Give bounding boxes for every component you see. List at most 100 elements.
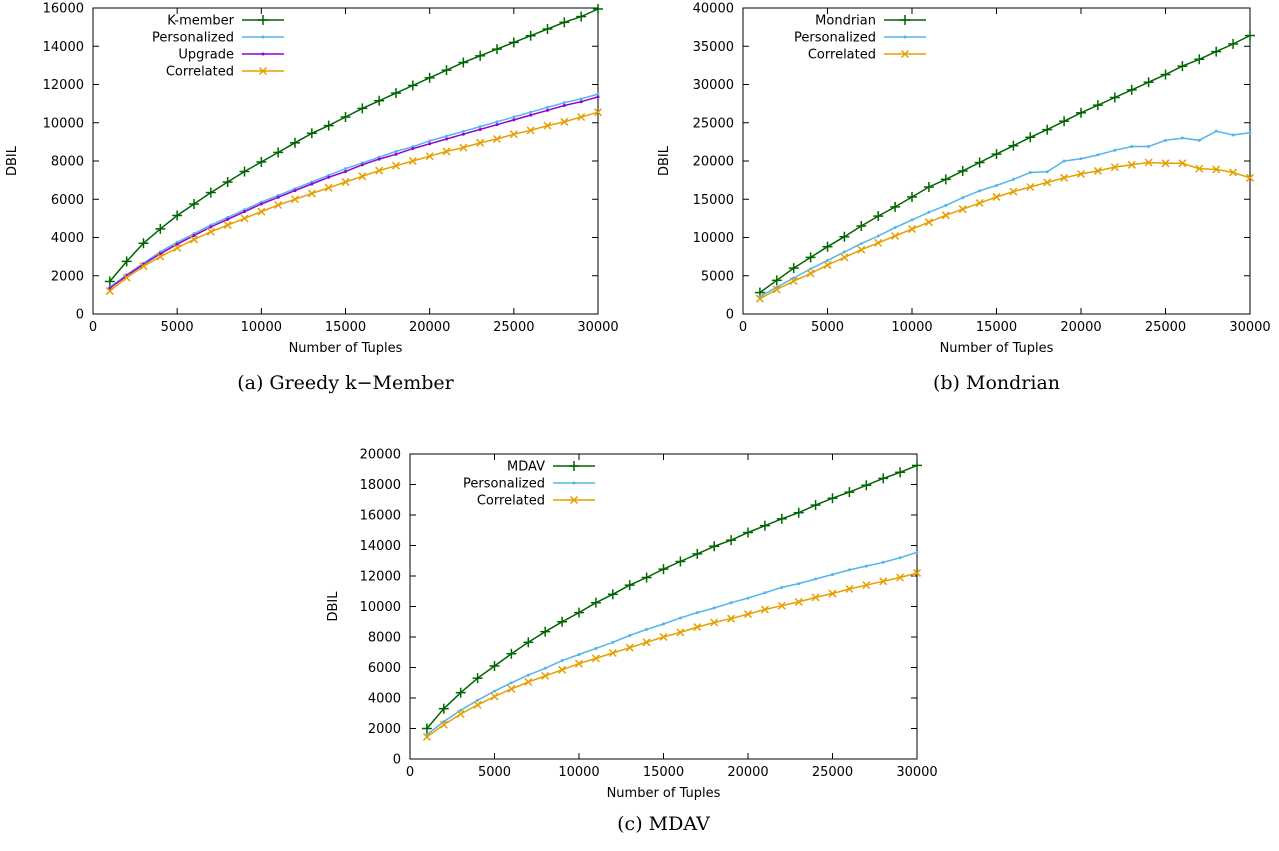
legend-label: Upgrade bbox=[178, 48, 234, 63]
data-point bbox=[839, 231, 850, 242]
data-point bbox=[743, 527, 753, 538]
data-point bbox=[341, 178, 350, 187]
data-point bbox=[559, 17, 570, 28]
data-point bbox=[579, 100, 583, 104]
data-point bbox=[512, 118, 516, 122]
data-point bbox=[259, 202, 263, 206]
data-point bbox=[831, 572, 834, 576]
data-point bbox=[596, 95, 600, 99]
series-k-member bbox=[104, 3, 603, 287]
data-point bbox=[641, 572, 652, 583]
legend-label: Correlated bbox=[477, 494, 545, 509]
data-point bbox=[1164, 138, 1167, 142]
data-point bbox=[907, 191, 917, 202]
data-point bbox=[907, 225, 917, 234]
x-tick-label: 0 bbox=[89, 320, 97, 335]
data-point bbox=[923, 182, 934, 193]
caption: (b) Mondrian bbox=[933, 372, 1060, 394]
data-point bbox=[593, 3, 603, 14]
x-tick-label: 25000 bbox=[812, 765, 853, 780]
series-line bbox=[109, 93, 599, 288]
data-point bbox=[274, 200, 283, 210]
data-point bbox=[924, 218, 933, 227]
data-point bbox=[525, 30, 536, 41]
data-point bbox=[776, 513, 787, 524]
data-point bbox=[489, 660, 500, 671]
legend: MDAV Personalized Correlated bbox=[463, 460, 595, 509]
data-point bbox=[890, 201, 901, 212]
y-tick-label: 4000 bbox=[368, 692, 401, 707]
data-point bbox=[675, 556, 686, 567]
x-tick-label: 5000 bbox=[811, 320, 844, 335]
data-point bbox=[192, 234, 196, 238]
data-point bbox=[792, 276, 796, 280]
data-point bbox=[310, 182, 314, 186]
data-point bbox=[1076, 169, 1086, 179]
legend: K-member Personalized Upgrade Correlated bbox=[152, 14, 284, 80]
data-point bbox=[789, 277, 798, 286]
data-point bbox=[407, 80, 418, 91]
data-point bbox=[712, 606, 716, 610]
data-point bbox=[442, 147, 451, 156]
data-point bbox=[138, 238, 149, 249]
data-point bbox=[1212, 165, 1221, 174]
data-point bbox=[1079, 157, 1083, 161]
data-point bbox=[105, 287, 114, 296]
data-point bbox=[324, 183, 333, 192]
data-point bbox=[459, 143, 468, 152]
legend-label: K-member bbox=[167, 14, 234, 29]
data-point bbox=[526, 126, 535, 135]
data-point bbox=[445, 134, 448, 138]
data-point bbox=[344, 170, 347, 174]
data-point bbox=[874, 238, 883, 247]
data-point bbox=[512, 115, 516, 119]
data-point bbox=[377, 157, 381, 161]
data-point bbox=[840, 253, 849, 262]
data-point bbox=[727, 614, 736, 623]
data-point bbox=[344, 167, 347, 171]
data-point bbox=[896, 573, 905, 582]
data-point bbox=[560, 117, 569, 126]
data-point bbox=[492, 134, 502, 144]
data-point bbox=[461, 129, 465, 133]
x-tick-label: 25000 bbox=[493, 320, 534, 335]
x-axis-label: Number of Tuples bbox=[289, 341, 403, 356]
legend-label: Correlated bbox=[808, 48, 876, 63]
legend-label: MDAV bbox=[507, 460, 545, 475]
data-point bbox=[1008, 140, 1019, 151]
data-point bbox=[540, 626, 551, 637]
data-point bbox=[391, 88, 401, 99]
data-point bbox=[857, 245, 866, 254]
data-point bbox=[759, 520, 770, 531]
data-point bbox=[940, 174, 951, 185]
data-point bbox=[755, 294, 764, 303]
data-point bbox=[881, 560, 885, 564]
caption: (c) MDAV bbox=[617, 813, 710, 835]
data-point bbox=[797, 582, 801, 586]
legend-label: Correlated bbox=[166, 65, 234, 80]
data-point bbox=[958, 205, 967, 214]
y-tick-label: 12000 bbox=[43, 78, 84, 93]
data-point bbox=[542, 24, 553, 35]
data-point bbox=[394, 149, 398, 153]
legend-label: Mondrian bbox=[815, 14, 876, 29]
data-point bbox=[108, 286, 112, 290]
data-point bbox=[772, 285, 781, 294]
data-point bbox=[1045, 170, 1049, 174]
data-point bbox=[879, 577, 888, 586]
legend-marker bbox=[569, 461, 579, 471]
series-line bbox=[109, 8, 599, 282]
data-point bbox=[788, 263, 799, 274]
y-tick-label: 2000 bbox=[368, 722, 401, 737]
data-point bbox=[590, 597, 601, 608]
y-tick-label: 20000 bbox=[360, 448, 401, 463]
data-point bbox=[189, 199, 199, 210]
data-point bbox=[864, 564, 868, 568]
data-point bbox=[374, 95, 385, 106]
chart-greedy-k-member: 0 5000 10000 15000 20000 25000 30000 0 2000 4000 6… bbox=[5, 2, 619, 395]
data-point bbox=[709, 541, 720, 552]
data-point bbox=[562, 104, 566, 108]
data-point bbox=[891, 231, 900, 241]
data-point bbox=[611, 640, 615, 644]
